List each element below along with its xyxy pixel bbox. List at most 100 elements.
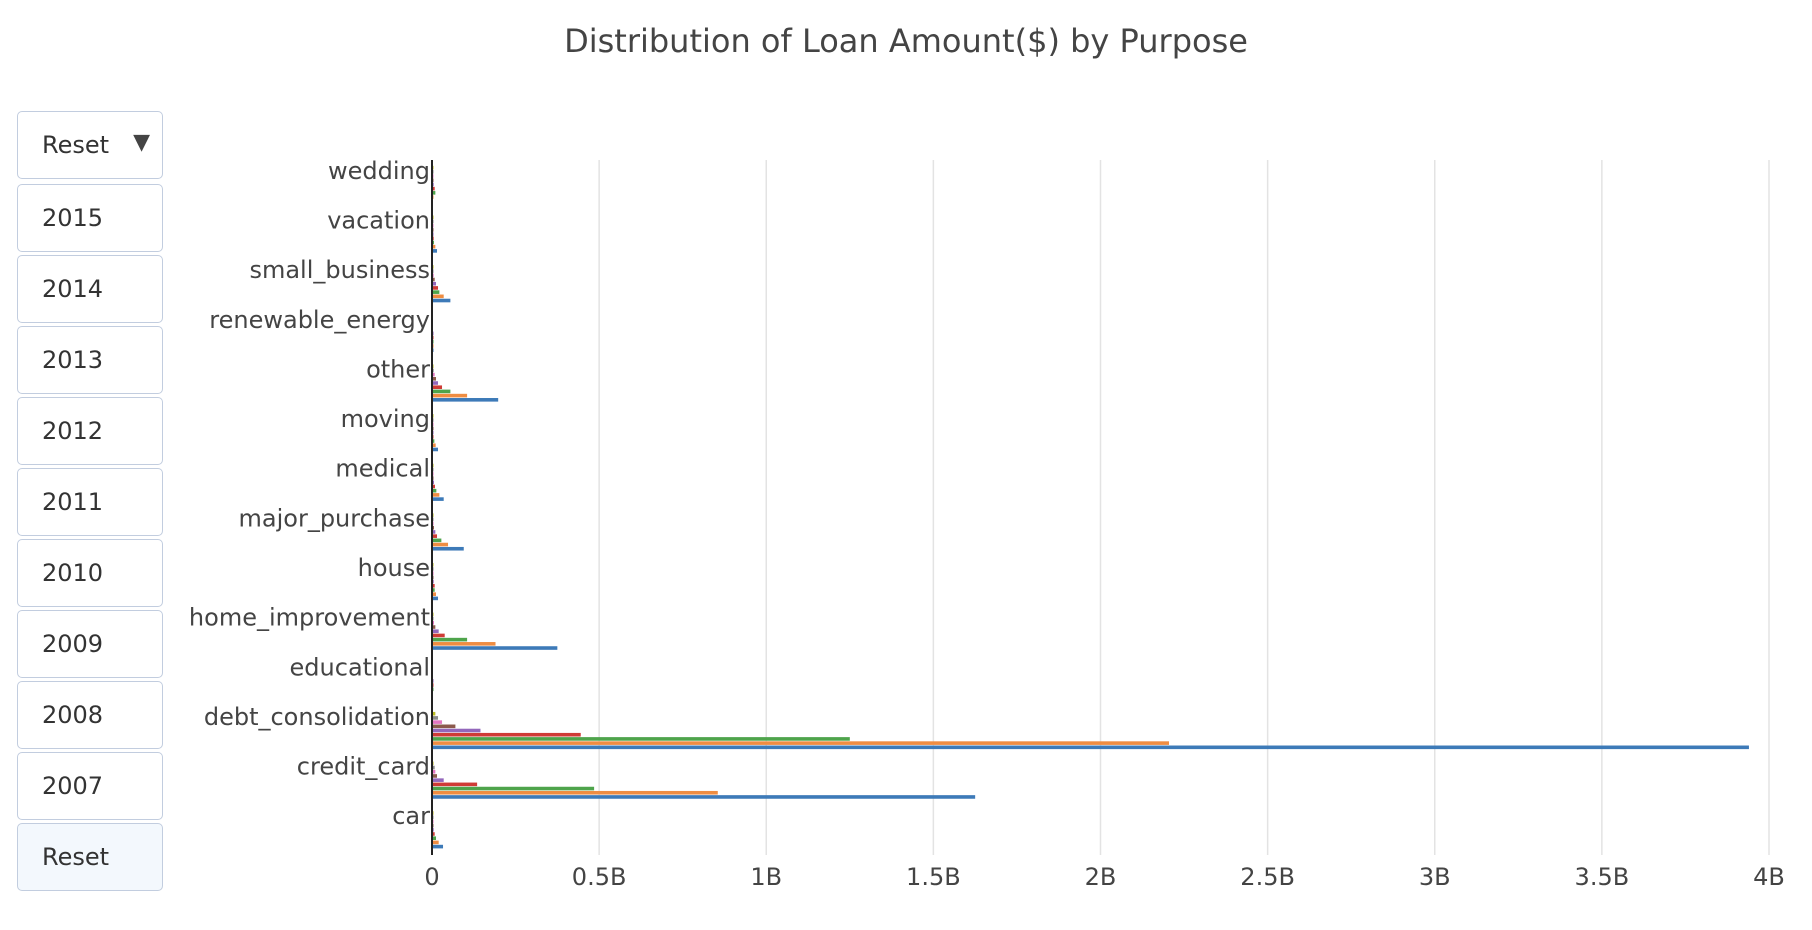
reset-button[interactable]: Reset	[17, 823, 163, 891]
year-2008-button[interactable]: 2008	[17, 681, 163, 749]
bar	[432, 393, 468, 398]
bar	[432, 191, 436, 195]
y-category-label: small_business	[249, 256, 430, 284]
x-tick-label: 3B	[1419, 863, 1451, 891]
bar	[432, 737, 850, 741]
y-category-label: renewable_energy	[209, 306, 430, 334]
bar	[432, 786, 595, 791]
bar	[432, 240, 435, 245]
x-tick-label: 1.5B	[906, 863, 961, 891]
bar	[432, 720, 443, 724]
y-category-label: vacation	[327, 206, 430, 234]
year-2007-button[interactable]: 2007	[17, 752, 163, 820]
y-category-label: car	[392, 802, 430, 830]
bar	[432, 840, 439, 845]
bar	[432, 286, 439, 290]
bar	[432, 790, 718, 795]
bar	[432, 290, 440, 294]
year-2011-button[interactable]: 2011	[17, 468, 163, 536]
bar	[432, 525, 435, 530]
filter-menu: Reset ▼ 2015 2014 2013 2012 2011 2010 20…	[17, 111, 163, 894]
bar	[432, 592, 437, 596]
bar	[432, 493, 440, 497]
bar	[432, 377, 437, 381]
y-category-label: debt_consolidation	[204, 703, 430, 731]
bar	[432, 716, 439, 720]
x-tick-label: 3.5B	[1575, 863, 1630, 891]
year-2013-button[interactable]: 2013	[17, 326, 163, 394]
chart-title: Distribution of Loan Amount($) by Purpos…	[564, 22, 1248, 60]
bar	[432, 281, 437, 286]
bar	[432, 728, 481, 733]
bar	[432, 439, 435, 443]
caret-down-icon: ▼	[133, 130, 150, 155]
bar	[432, 381, 439, 385]
y-category-label: medical	[335, 455, 430, 483]
bar	[432, 443, 436, 448]
bar	[432, 294, 444, 299]
bar	[432, 642, 496, 646]
bar	[432, 596, 439, 601]
y-category-label: home_improvement	[189, 604, 430, 632]
bar	[432, 447, 439, 452]
year-2012-button[interactable]: 2012	[17, 397, 163, 465]
bar	[432, 497, 444, 501]
x-tick-label: 0	[424, 863, 439, 891]
y-category-label: major_purchase	[239, 504, 430, 532]
bar	[432, 244, 436, 249]
bar	[432, 530, 436, 534]
bar	[432, 745, 1749, 750]
bar	[432, 385, 443, 390]
bar	[432, 398, 499, 402]
bar	[432, 249, 438, 253]
bar	[432, 782, 478, 787]
year-2015-button[interactable]: 2015	[17, 184, 163, 252]
bar	[432, 546, 464, 551]
x-tick-label: 2B	[1085, 863, 1117, 891]
x-tick-label: 0.5B	[572, 863, 627, 891]
bar	[432, 769, 436, 774]
y-category-label: house	[358, 554, 430, 582]
y-category-label: wedding	[328, 157, 430, 185]
bar	[432, 795, 976, 799]
bar	[432, 646, 558, 650]
year-2010-button[interactable]: 2010	[17, 539, 163, 607]
bar	[432, 542, 449, 547]
y-category-label: credit_card	[297, 753, 430, 781]
bar	[432, 741, 1170, 745]
year-2014-button[interactable]: 2014	[17, 255, 163, 323]
bar	[432, 538, 442, 543]
bar	[432, 732, 581, 737]
bar	[432, 389, 451, 394]
bar	[432, 480, 435, 485]
y-category-label: other	[366, 355, 430, 383]
bar	[432, 534, 438, 538]
bar	[432, 774, 438, 778]
bar	[432, 298, 451, 303]
bar	[432, 778, 444, 782]
year-2009-button[interactable]: 2009	[17, 610, 163, 678]
y-category-label: educational	[290, 653, 430, 681]
y-category-label: moving	[341, 405, 430, 433]
bar	[432, 372, 435, 377]
bar	[432, 765, 435, 770]
bar	[432, 583, 435, 588]
bar	[432, 629, 439, 634]
reset-dropdown[interactable]: Reset ▼	[17, 111, 163, 179]
dropdown-label: Reset	[42, 131, 110, 159]
bar	[432, 836, 437, 840]
bar	[432, 488, 437, 493]
bar	[432, 621, 435, 625]
bar	[432, 844, 444, 849]
bar	[432, 186, 435, 191]
bar	[432, 484, 436, 489]
bar	[432, 832, 435, 836]
bar	[432, 711, 436, 716]
bar	[432, 633, 445, 638]
bar	[432, 625, 436, 629]
bar	[432, 588, 435, 592]
x-tick-label: 4B	[1753, 863, 1785, 891]
x-tick-label: 2.5B	[1240, 863, 1295, 891]
bar	[432, 724, 456, 729]
